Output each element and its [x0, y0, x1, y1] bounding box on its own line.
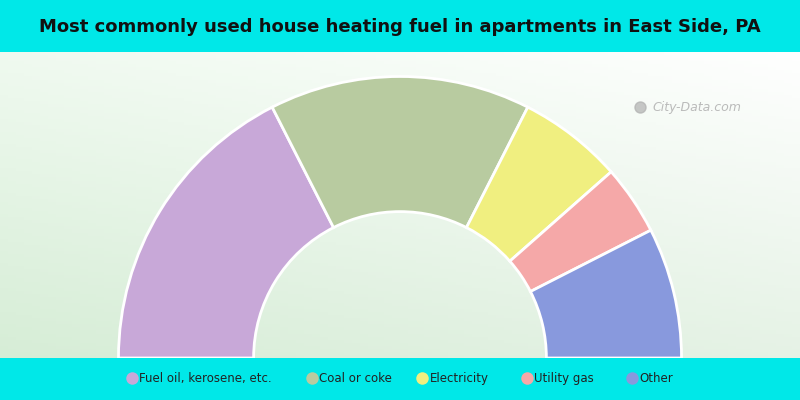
Text: Other: Other: [639, 372, 673, 385]
Wedge shape: [466, 107, 611, 261]
Text: Most commonly used house heating fuel in apartments in East Side, PA: Most commonly used house heating fuel in…: [39, 18, 761, 36]
Text: Coal or coke: Coal or coke: [318, 372, 391, 385]
Wedge shape: [118, 107, 334, 358]
Wedge shape: [530, 230, 682, 358]
Text: Utility gas: Utility gas: [534, 372, 594, 385]
Wedge shape: [510, 172, 651, 292]
Wedge shape: [272, 76, 528, 228]
Text: City-Data.com: City-Data.com: [652, 100, 741, 114]
Text: Electricity: Electricity: [430, 372, 489, 385]
Text: Fuel oil, kerosene, etc.: Fuel oil, kerosene, etc.: [139, 372, 271, 385]
